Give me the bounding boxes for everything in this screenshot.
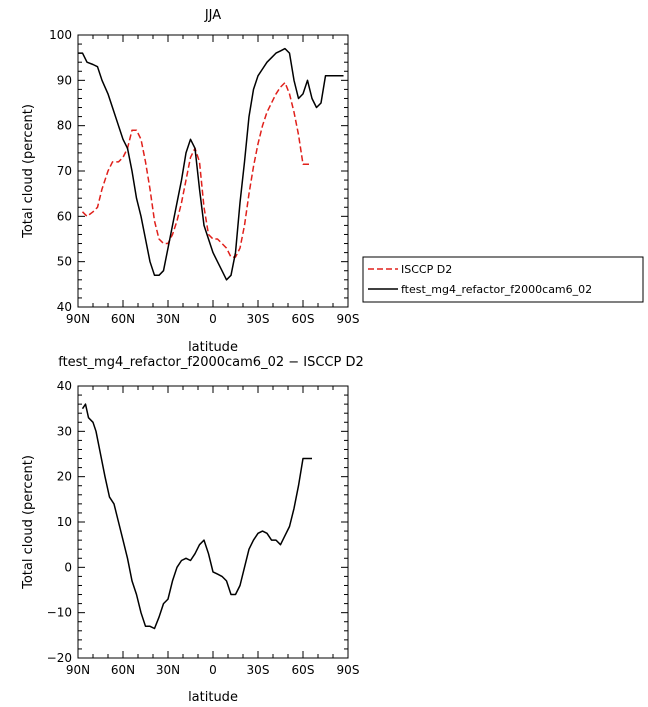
legend-box [362,256,644,303]
x-tick-label: 90S [337,312,360,326]
x-tick-label: 90N [66,663,90,677]
y-tick-label: 90 [57,73,72,87]
legend-label-isccp: ISCCP D2 [401,263,452,276]
difference-plot-area: 90N 60N 30N 0 30S 60S 90S −20 −10 0 10 20 30 40 [47,379,360,677]
plot-area: 90N 60N 30N 0 30S 60S 90S 40 50 60 70 80 90 100 [49,28,359,326]
series-line-isccp-d2 [81,81,312,258]
x-tick-label: 30N [156,663,180,677]
y-tick-label: 100 [49,28,72,42]
x-tick-label: 60S [292,312,315,326]
y-tick-label: −20 [47,651,72,665]
x-tick-label: 30S [247,663,270,677]
y-tick-label: 30 [57,424,72,438]
x-tick-label: 30S [247,312,270,326]
y-tick-label: 0 [64,560,72,574]
x-tick-label: 90S [337,663,360,677]
y-tick-label: 70 [57,164,72,178]
y-tick-label: −10 [47,606,72,620]
plot-frame [77,34,349,308]
x-tick-label: 60S [292,663,315,677]
panel-difference: ftest_mg4_refactor_f2000cam6_02 − ISCCP … [21,355,364,705]
y-tick-label: 10 [57,515,72,529]
difference-chart-title: ftest_mg4_refactor_f2000cam6_02 − ISCCP … [58,355,364,370]
x-axis-label: latitude [188,340,238,355]
series-line-difference [81,403,312,630]
y-tick-label: 40 [57,379,72,393]
y-axis-label: Total cloud (percent) [21,104,36,239]
y-tick-label: 80 [57,119,72,133]
y-tick-label: 50 [57,255,72,269]
x-tick-label: 0 [209,312,217,326]
legend: ISCCP D2 ftest_mg4_refactor_f2000cam6_02 [362,256,644,303]
x-tick-label: 0 [209,663,217,677]
panel-jja-total-cloud: JJA 90N 60N 30N 0 30S 60S 90S 40 50 60 70 80 90 100 l… [21,8,359,355]
difference-x-axis-label: latitude [188,690,238,705]
chart-title: JJA [204,8,221,23]
difference-series-lines [81,403,312,630]
series-line-model [78,47,344,281]
x-tick-label: 60N [111,663,135,677]
y-tick-label: 40 [57,300,72,314]
x-tick-label: 90N [66,312,90,326]
y-tick-label: 60 [57,209,72,223]
series-lines [78,47,344,281]
y-tick-label: 20 [57,470,72,484]
difference-y-axis-label: Total cloud (percent) [21,455,36,590]
x-tick-label: 60N [111,312,135,326]
x-tick-label: 30N [156,312,180,326]
legend-label-model: ftest_mg4_refactor_f2000cam6_02 [401,283,592,296]
